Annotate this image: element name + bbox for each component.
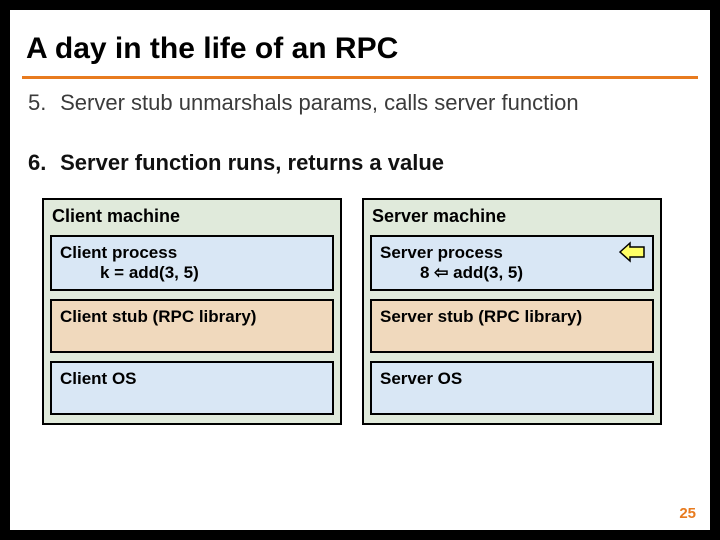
server-process-label: Server process: [380, 243, 503, 262]
client-os-label: Client OS: [60, 369, 137, 388]
bullet-6-text: Server function runs, returns a value: [60, 150, 444, 175]
title-underline: [22, 76, 698, 79]
server-stub-box: Server stub (RPC library): [370, 299, 654, 353]
return-arrow-icon: [618, 241, 646, 263]
client-process-box: Client process k = add(3, 5): [50, 235, 334, 291]
server-process-code: 8 ⇦ add(3, 5): [380, 263, 644, 283]
server-process-box: Server process 8 ⇦ add(3, 5): [370, 235, 654, 291]
bullet-5-num: 5.: [28, 90, 54, 116]
client-column: Client machine Client process k = add(3,…: [42, 198, 342, 425]
bullet-6-num: 6.: [28, 150, 54, 176]
client-stub-box: Client stub (RPC library): [50, 299, 334, 353]
page-number: 25: [679, 505, 696, 522]
bullet-6: 6. Server function runs, returns a value: [28, 150, 688, 176]
client-machine-header: Client machine: [44, 200, 340, 231]
slide: A day in the life of an RPC 5. Server st…: [10, 10, 710, 530]
page-title: A day in the life of an RPC: [26, 32, 398, 66]
server-column: Server machine Server process 8 ⇦ add(3,…: [362, 198, 662, 425]
client-process-label: Client process: [60, 243, 177, 262]
server-stub-label: Server stub (RPC library): [380, 307, 582, 326]
server-machine: Server machine Server process 8 ⇦ add(3,…: [362, 198, 662, 425]
client-process-code: k = add(3, 5): [60, 263, 324, 283]
client-os-box: Client OS: [50, 361, 334, 415]
bullet-5-text: Server stub unmarshals params, calls ser…: [60, 90, 578, 115]
server-os-box: Server OS: [370, 361, 654, 415]
bullet-5: 5. Server stub unmarshals params, calls …: [28, 90, 688, 116]
server-machine-header: Server machine: [364, 200, 660, 231]
client-stub-label: Client stub (RPC library): [60, 307, 256, 326]
server-os-label: Server OS: [380, 369, 462, 388]
client-machine: Client machine Client process k = add(3,…: [42, 198, 342, 425]
